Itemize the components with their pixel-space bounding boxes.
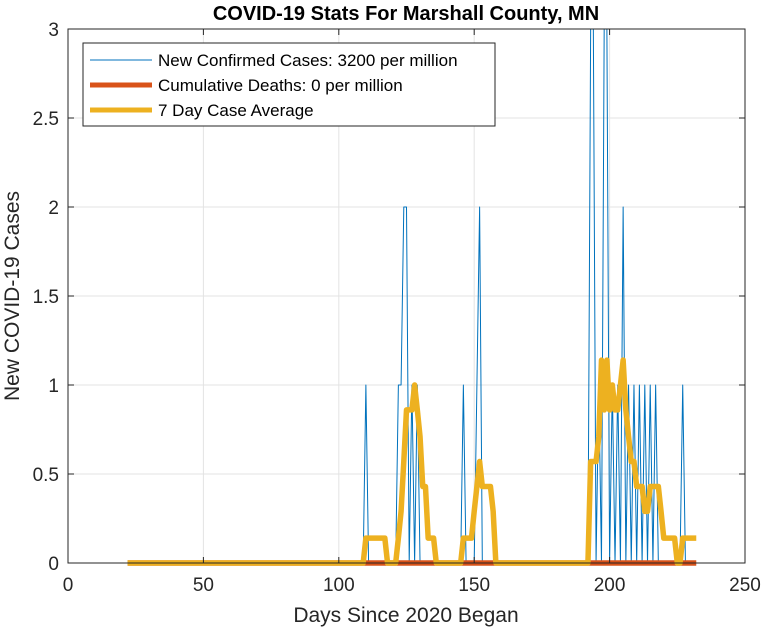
x-tick-label: 50	[193, 575, 214, 596]
x-tick-label: 200	[594, 575, 626, 596]
legend-label-deaths: Cumulative Deaths: 0 per million	[158, 76, 403, 95]
legend-label-7day-avg: 7 Day Case Average	[158, 101, 314, 120]
x-tick-label: 250	[729, 575, 761, 596]
y-tick-label: 3	[48, 20, 59, 41]
y-tick-label: 0.5	[33, 465, 59, 486]
x-tick-label: 0	[63, 575, 74, 596]
y-tick-label: 1	[48, 376, 59, 397]
x-axis-label: Days Since 2020 Began	[293, 604, 518, 627]
legend: New Confirmed Cases: 3200 per million Cu…	[82, 42, 496, 127]
legend-label-new-cases: New Confirmed Cases: 3200 per million	[158, 51, 458, 70]
axes-ticks: 0 50 100 150 200 250 0 0.5 1 1.5 2 2.5 3	[33, 20, 761, 596]
x-tick-label: 150	[458, 575, 490, 596]
y-tick-label: 0	[48, 554, 59, 575]
y-axis-label: New COVID-19 Cases	[1, 191, 24, 401]
y-tick-label: 2.5	[33, 109, 59, 130]
x-tick-label: 100	[323, 575, 355, 596]
new-cases-line	[127, 28, 697, 564]
y-tick-label: 1.5	[33, 287, 59, 308]
y-tick-label: 2	[48, 198, 59, 219]
chart-title: COVID-19 Stats For Marshall County, MN	[213, 3, 599, 25]
